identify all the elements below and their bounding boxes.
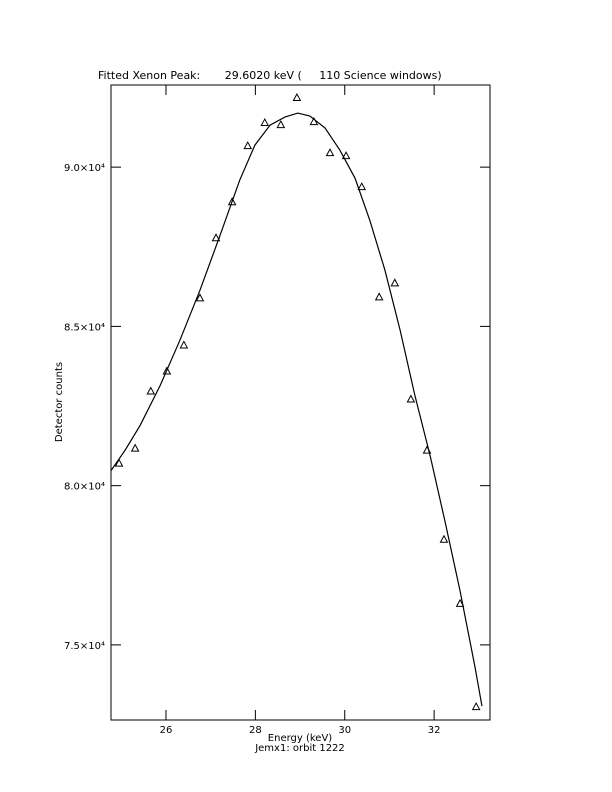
data-point xyxy=(341,151,351,160)
data-point xyxy=(325,148,335,157)
data-point xyxy=(406,394,416,403)
x-tick-label: 32 xyxy=(428,725,441,736)
data-point xyxy=(211,233,221,242)
data-point xyxy=(195,293,205,302)
data-point xyxy=(130,443,140,452)
data-point xyxy=(276,120,286,129)
x-tick-label: 26 xyxy=(160,725,173,736)
subtitle: Jemx1: orbit 1222 xyxy=(254,743,345,754)
y-tick-label: 7.5×10⁴ xyxy=(64,641,105,652)
data-point xyxy=(114,458,124,467)
y-axis-label: Detector counts xyxy=(54,362,65,442)
y-tick-label: 8.5×10⁴ xyxy=(64,322,105,333)
data-point xyxy=(146,386,156,395)
data-point xyxy=(374,292,384,301)
y-tick-label: 9.0×10⁴ xyxy=(64,163,105,174)
data-point xyxy=(179,340,189,349)
data-point xyxy=(260,118,270,127)
data-point xyxy=(439,534,449,543)
data-point xyxy=(471,702,481,711)
plot-frame xyxy=(110,84,491,721)
x-axis-label: Energy (keV) xyxy=(268,733,333,744)
y-tick-label: 8.0×10⁴ xyxy=(64,482,105,493)
x-tick-label: 30 xyxy=(338,725,351,736)
fit-line xyxy=(110,112,483,707)
data-point xyxy=(243,141,253,150)
chart-title: Fitted Xenon Peak: 29.6020 keV ( 110 Sci… xyxy=(98,69,442,82)
data-point xyxy=(162,366,172,375)
data-point xyxy=(357,182,367,191)
data-point xyxy=(292,92,302,102)
x-tick-label: 28 xyxy=(249,725,262,736)
data-point xyxy=(455,598,465,607)
data-point xyxy=(227,197,237,206)
data-point xyxy=(390,278,400,287)
